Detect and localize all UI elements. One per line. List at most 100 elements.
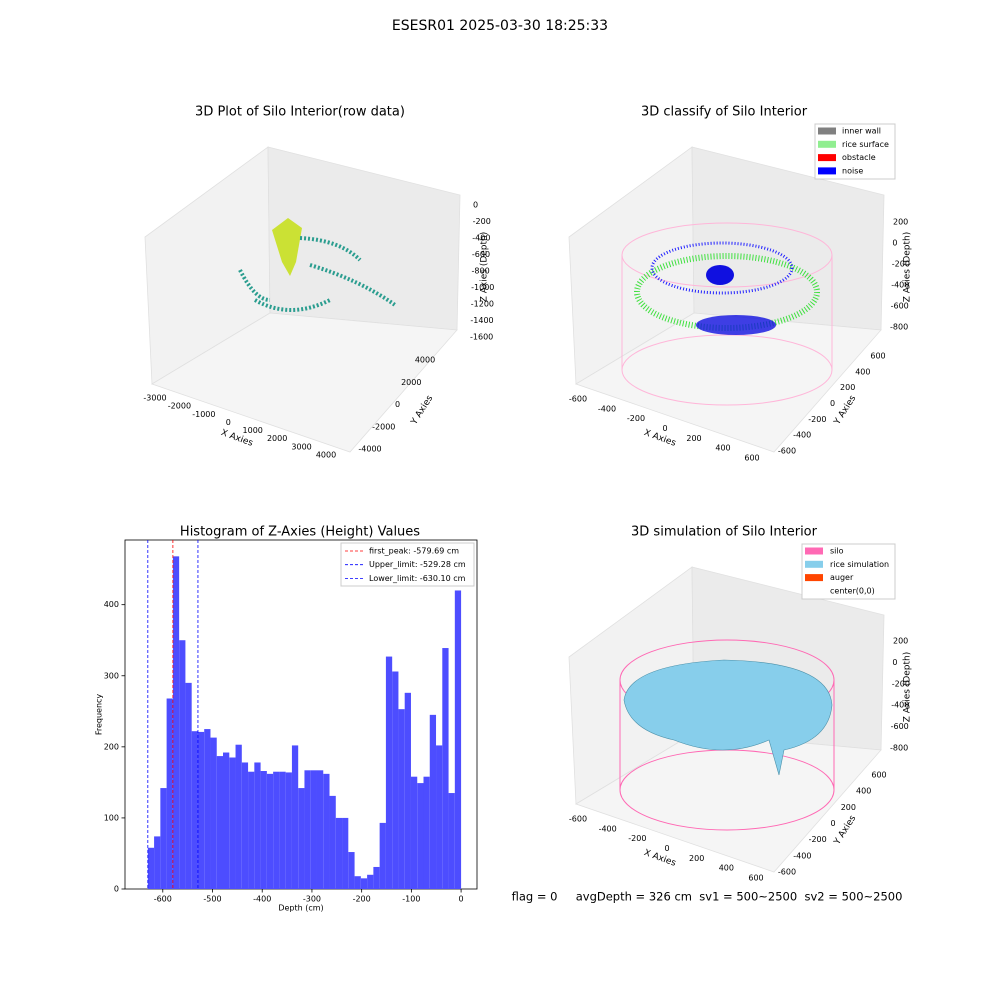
y-tick-label: 0 [114, 885, 119, 894]
z-tick-label: 0 [473, 201, 478, 210]
legend-label: noise [842, 166, 863, 175]
y-tick-label: 200 [840, 383, 855, 392]
bar [179, 640, 186, 889]
x-tick-label: 3000 [291, 442, 311, 451]
bar [291, 745, 299, 889]
y-tick-label: 400 [855, 367, 870, 376]
legend-label: auger [830, 573, 854, 582]
legend [340, 542, 475, 587]
y-tick-label: 600 [870, 352, 885, 361]
bar [385, 656, 393, 889]
chart-title: 3D Plot of Silo Interior(row data) [195, 105, 405, 120]
bar [398, 709, 405, 889]
bar [448, 793, 455, 889]
x-tick-label: 600 [748, 874, 763, 883]
x-tick-label: 0 [662, 424, 667, 433]
bar [298, 788, 305, 889]
z-tick-label: 200 [893, 218, 908, 227]
bar [329, 795, 336, 889]
bar [285, 772, 292, 889]
legend-swatch [805, 547, 823, 555]
legend-swatch [818, 127, 836, 135]
x-tick-label: -500 [203, 895, 221, 904]
z-axis-label: Z Axies (Depth) [480, 232, 490, 303]
figure-title: ESESR01 2025-03-30 18:25:33 [392, 18, 608, 34]
bar [354, 876, 361, 889]
legend-swatch [805, 560, 823, 568]
bar [204, 729, 211, 889]
y-tick-label: 2000 [401, 378, 421, 387]
y-tick-label: 200 [104, 742, 119, 751]
legend-label: Upper_limit: -529.28 cm [369, 560, 466, 569]
bar [154, 836, 161, 889]
bar [273, 771, 280, 889]
legend-label: inner wall [842, 127, 881, 136]
z-tick-label: -200 [892, 260, 910, 269]
bar [373, 866, 380, 889]
chart-title: 3D classify of Silo Interior [641, 105, 808, 120]
bar [429, 714, 437, 889]
bar [316, 770, 324, 889]
z-tick-label: -600 [891, 302, 909, 311]
x-tick-label: -100 [402, 895, 420, 904]
bar [310, 770, 317, 889]
x-tick-label: -3000 [143, 394, 166, 403]
x-tick-label: -600 [154, 895, 172, 904]
x-tick-label: -200 [353, 895, 371, 904]
bar [436, 745, 443, 889]
legend-label: obstacle [842, 153, 876, 162]
x-tick-label: -400 [253, 895, 271, 904]
x-tick-label: -200 [627, 414, 645, 423]
bar [185, 682, 192, 889]
bar [360, 878, 368, 889]
y-tick-label: -600 [778, 868, 796, 877]
legend-label: first_peak: -579.69 cm [369, 547, 459, 556]
chart-title: Histogram of Z-Axies (Height) Values [180, 525, 420, 540]
z-tick-label: -400 [472, 234, 490, 243]
bar [423, 776, 430, 889]
z-tick-label: -800 [890, 744, 908, 753]
z-tick-label: -400 [891, 701, 909, 710]
z-tick-label: 0 [892, 658, 897, 667]
bar [254, 762, 261, 889]
y-tick-label: -200 [808, 415, 826, 424]
x-tick-label: 400 [715, 444, 730, 453]
x-tick-label: 200 [686, 434, 701, 443]
legend-swatch [805, 587, 823, 595]
bar [260, 771, 267, 889]
bar [410, 776, 418, 889]
x-tick-label: -400 [599, 824, 617, 833]
z-tick-label: -400 [891, 281, 909, 290]
bar [216, 756, 224, 889]
x-tick-label: 0 [459, 895, 464, 904]
x-tick-label: 2000 [267, 434, 287, 443]
x-tick-label: -400 [598, 404, 616, 413]
x-tick-label: 0 [226, 418, 231, 427]
z-axis-label: Z Axies (Depth) [903, 652, 913, 723]
y-tick-label: -2000 [372, 422, 395, 431]
bar [335, 817, 343, 889]
x-tick-label: -300 [303, 895, 321, 904]
y-axis-label: Frequency [95, 694, 104, 736]
x-tick-label: 4000 [316, 451, 336, 460]
z-tick-label: -1000 [471, 283, 494, 292]
z-tick-label: 200 [893, 637, 908, 646]
chart-title: 3D simulation of Silo Interior [631, 525, 818, 540]
bar [304, 770, 311, 889]
x-tick-label: -2000 [168, 402, 191, 411]
axes-3d [568, 566, 885, 873]
bar [172, 556, 180, 889]
y-axis-label: Y Axies [832, 814, 858, 848]
z-axis-label: Z Axies (Depth) [903, 232, 913, 303]
bar [417, 783, 424, 889]
y-tick-label: 0 [830, 399, 835, 408]
bar [197, 731, 205, 889]
status-text: flag = 0 avgDepth = 326 cm sv1 = 500~250… [512, 890, 903, 904]
y-tick-label: 300 [104, 671, 119, 680]
bar [266, 773, 274, 889]
bar [454, 590, 462, 889]
z-tick-label: -800 [890, 323, 908, 332]
axes-3d [568, 146, 885, 453]
x-tick-label: -600 [569, 395, 587, 404]
x-tick-label: 400 [719, 864, 734, 873]
